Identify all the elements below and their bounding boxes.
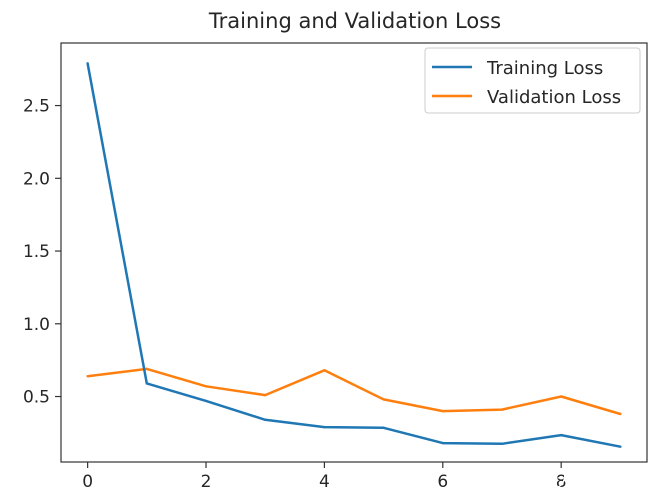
x-tick-label: 4	[319, 472, 330, 492]
y-tick-label: 1.0	[23, 315, 50, 335]
data-point-training-loss	[559, 433, 563, 437]
data-point-validation-loss	[323, 369, 326, 372]
data-point-validation-loss	[500, 408, 504, 411]
y-tick-label: 2.5	[23, 97, 50, 117]
y-tick-label: 2.0	[23, 169, 50, 189]
data-point-training-loss	[500, 442, 504, 446]
legend-box	[424, 47, 641, 114]
legend-label-validation-loss: Validation Loss	[487, 87, 621, 108]
x-tick-label: 6	[437, 472, 448, 492]
data-point-validation-loss	[559, 395, 563, 398]
y-tick-label: 0.5	[23, 388, 50, 408]
legend: Training Loss Validation Loss	[424, 47, 641, 114]
x-tick-label: 0	[82, 472, 93, 492]
data-point-training-loss	[382, 426, 385, 430]
series-line-training-loss	[86, 63, 621, 448]
data-point-training-loss	[619, 445, 622, 448]
data-point-validation-loss	[619, 412, 622, 416]
series-line-validation-loss	[87, 367, 621, 416]
legend-label-training-loss: Training Loss	[486, 58, 603, 79]
data-point-training-loss	[441, 441, 444, 445]
chart-title: Training and Validation Loss	[208, 9, 501, 33]
data-point-training-loss	[145, 382, 149, 385]
watermark-text: CSDN @派大星先生c	[474, 471, 630, 490]
data-point-validation-loss	[86, 374, 89, 378]
data-point-validation-loss	[145, 367, 149, 371]
data-point-training-loss	[264, 418, 267, 422]
data-point-training-loss	[86, 62, 89, 65]
y-tick-label: 1.5	[23, 242, 50, 262]
data-point-validation-loss	[382, 398, 385, 401]
data-point-training-loss	[204, 399, 208, 403]
data-point-validation-loss	[264, 393, 267, 397]
data-point-validation-loss	[204, 385, 208, 388]
x-tick-label: 8	[556, 472, 567, 492]
ticks-layer: 0 2 4 6 8 0.5 1.0 1.5 2.0 2.5	[23, 97, 567, 492]
data-point-validation-loss	[441, 409, 444, 413]
series-layer	[86, 62, 622, 448]
data-point-training-loss	[323, 425, 326, 429]
x-tick-label: 2	[201, 472, 212, 492]
